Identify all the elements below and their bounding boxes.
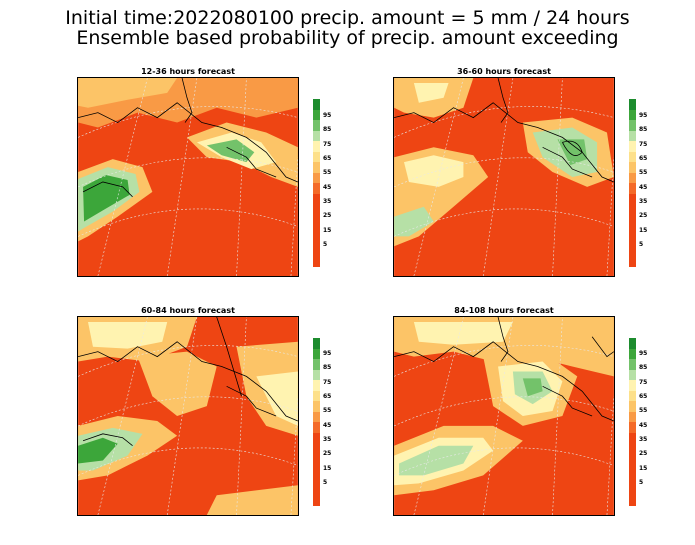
cbar3-label-5: 5 <box>323 479 328 486</box>
panel-title-2: 36-60 hours forecast <box>457 67 551 76</box>
cbar2-label-35: 35 <box>639 198 648 205</box>
cbar3-label-85: 85 <box>323 364 332 371</box>
cbar1-label-55: 55 <box>323 169 332 176</box>
cbar1-label-65: 65 <box>323 155 332 162</box>
cbar1-label-35: 35 <box>323 198 332 205</box>
cbar2-label-85: 85 <box>639 126 648 133</box>
cbar2-label-65: 65 <box>639 155 648 162</box>
cbar4-label-75: 75 <box>639 379 648 386</box>
cbar4-label-35: 35 <box>639 436 648 443</box>
cbar3-label-45: 45 <box>323 422 332 429</box>
cbar4-label-65: 65 <box>639 393 648 400</box>
cbar4-label-45: 45 <box>639 422 648 429</box>
cbar4-label-5: 5 <box>639 479 644 486</box>
cbar4-label-25: 25 <box>639 450 648 457</box>
map-panel-12-36 <box>77 77 299 277</box>
cbar3-label-55: 55 <box>323 407 332 414</box>
panel-title-1: 12-36 hours forecast <box>141 67 235 76</box>
cbar2-label-75: 75 <box>639 141 648 148</box>
cbar1-label-15: 15 <box>323 227 332 234</box>
cbar4-label-95: 95 <box>639 350 648 357</box>
cbar2-label-15: 15 <box>639 227 648 234</box>
cbar4-label-55: 55 <box>639 407 648 414</box>
main-title-line-2: Ensemble based probability of precip. am… <box>76 27 619 49</box>
cbar3-label-15: 15 <box>323 465 332 472</box>
cbar4-label-85: 85 <box>639 364 648 371</box>
cbar3-label-35: 35 <box>323 436 332 443</box>
cbar2-label-25: 25 <box>639 212 648 219</box>
cbar2-label-5: 5 <box>639 241 644 248</box>
cbar1-label-45: 45 <box>323 184 332 191</box>
cbar1-label-5: 5 <box>323 241 328 248</box>
cbar1-label-75: 75 <box>323 141 332 148</box>
map-panel-60-84 <box>77 316 299 516</box>
map-panel-84-108 <box>393 316 615 516</box>
cbar1-label-25: 25 <box>323 212 332 219</box>
cbar4-label-15: 15 <box>639 465 648 472</box>
cbar1-label-95: 95 <box>323 112 332 119</box>
colorbar-1 <box>313 99 320 267</box>
panel-title-4: 84-108 hours forecast <box>454 306 554 315</box>
panel-title-3: 60-84 hours forecast <box>141 306 235 315</box>
cbar2-label-55: 55 <box>639 169 648 176</box>
main-title-line-1: Initial time:2022080100 precip. amount =… <box>65 7 630 29</box>
colorbar-2 <box>629 99 636 267</box>
colorbar-3 <box>313 338 320 506</box>
cbar3-label-65: 65 <box>323 393 332 400</box>
cbar3-label-95: 95 <box>323 350 332 357</box>
cbar2-label-95: 95 <box>639 112 648 119</box>
cbar1-label-85: 85 <box>323 126 332 133</box>
cbar3-label-25: 25 <box>323 450 332 457</box>
colorbar-4 <box>629 338 636 506</box>
cbar3-label-75: 75 <box>323 379 332 386</box>
cbar2-label-45: 45 <box>639 184 648 191</box>
map-panel-36-60 <box>393 77 615 277</box>
